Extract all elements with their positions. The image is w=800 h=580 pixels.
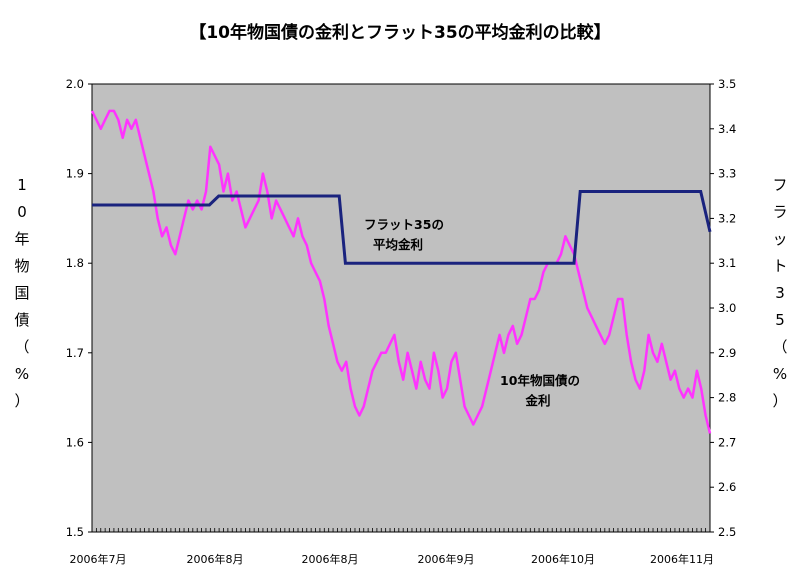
left-axis-label-char: 1 — [17, 176, 27, 194]
left-axis-label-char: ） — [14, 392, 29, 410]
right-axis-ticks: 3.5 3.4 3.3 3.2 3.1 3.0 2.9 2.8 2.7 2.6 2.5 — [710, 77, 736, 539]
right-tick-label: 3.3 — [718, 167, 736, 181]
x-tick-label: 2006年7月 — [70, 552, 127, 566]
left-tick-label: 1.8 — [66, 256, 84, 270]
left-tick-label: 1.5 — [66, 525, 84, 539]
series-line-flat35 — [92, 190, 712, 265]
left-axis-label-char: 債 — [14, 311, 29, 329]
x-axis-minor-ticks — [91, 528, 711, 532]
right-axis-label-char: 3 — [775, 284, 785, 302]
x-tick-label: 2006年11月 — [650, 552, 714, 566]
right-tick-label: 3.5 — [718, 77, 736, 91]
flat35-annotation-line2: 平均金利 — [373, 237, 423, 252]
left-axis-ticks: 2.0 1.9 1.8 1.7 1.6 1.5 — [66, 77, 92, 539]
right-axis-label-char: フ — [772, 176, 787, 194]
right-axis-label: フラット 3 5 （% ） — [772, 176, 787, 410]
left-tick-label: 1.7 — [66, 346, 84, 360]
x-tick-label: 2006年10月 — [531, 552, 595, 566]
chart-title: 【10年物国債の金利とフラット35の平均金利の比較】 — [189, 22, 610, 43]
right-axis-label-char: ッ — [772, 230, 787, 248]
jgb-annotation-line2: 金利 — [524, 393, 550, 408]
left-tick-label: 1.6 — [66, 435, 84, 449]
right-axis-label-char: % — [773, 365, 787, 383]
right-tick-label: 3.4 — [718, 122, 736, 136]
right-axis-label-char: ト — [772, 257, 787, 275]
right-tick-label: 2.6 — [718, 480, 736, 494]
x-tick-label: 2006年8月 — [302, 552, 359, 566]
right-axis-label-char: 5 — [775, 311, 785, 329]
right-tick-label: 3.0 — [718, 301, 736, 315]
plot-area — [91, 83, 711, 533]
right-axis-label-char: ） — [772, 392, 787, 410]
left-axis-label: 1 0 年物国債 （% ） — [14, 176, 29, 410]
right-tick-label: 2.7 — [718, 435, 736, 449]
jgb-annotation-line1: 10年物国債の — [500, 373, 580, 388]
x-tick-label: 2006年9月 — [418, 552, 475, 566]
right-tick-label: 2.8 — [718, 391, 736, 405]
x-tick-label: 2006年8月 — [187, 552, 244, 566]
left-tick-label: 2.0 — [66, 77, 84, 91]
left-axis-label-char: 年 — [14, 230, 29, 248]
left-axis-label-char: 0 — [17, 203, 27, 221]
left-tick-label: 1.9 — [66, 167, 84, 181]
right-tick-label: 2.5 — [718, 525, 736, 539]
left-axis-label-char: 国 — [14, 284, 29, 302]
left-axis-label-char: （ — [14, 338, 29, 356]
right-axis-label-char: （ — [772, 338, 787, 356]
x-axis-ticks: 2006年7月 2006年8月 2006年8月 2006年9月 2006年10月 2006… — [70, 552, 715, 566]
right-tick-label: 3.1 — [718, 256, 736, 270]
right-axis-label-char: ラ — [772, 203, 787, 221]
left-axis-label-char: % — [15, 365, 29, 383]
right-tick-label: 2.9 — [718, 346, 736, 360]
right-tick-label: 3.2 — [718, 211, 736, 225]
flat35-annotation-line1: フラット35の — [364, 217, 444, 232]
left-axis-label-char: 物 — [14, 257, 29, 275]
